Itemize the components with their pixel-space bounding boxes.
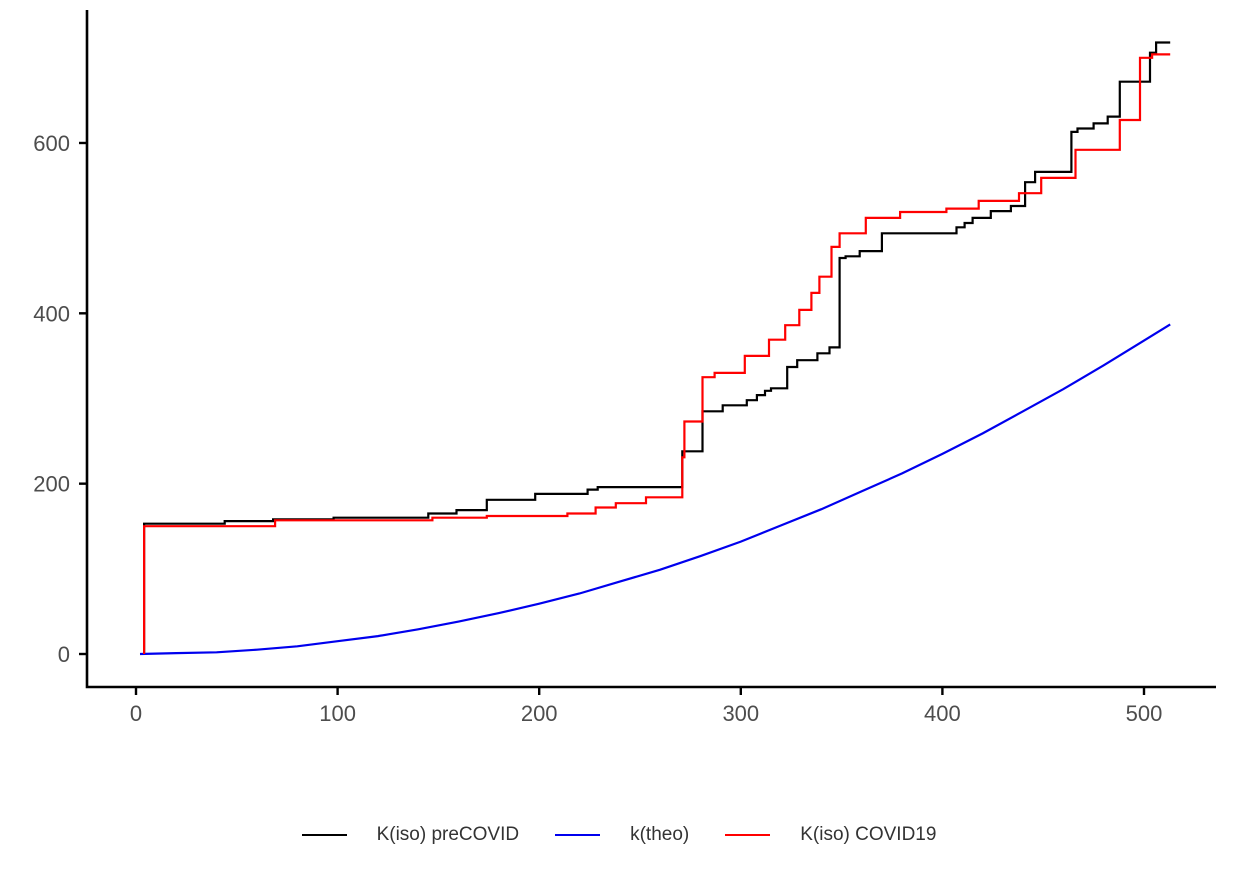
legend-item-COVID19: K(iso) COVID19	[725, 824, 936, 846]
series-k-iso-precovid	[143, 41, 1171, 654]
legend-label-theo: k(theo)	[630, 824, 690, 845]
x-tick-label: 100	[319, 701, 356, 726]
legend-item-theo: k(theo)	[555, 824, 689, 846]
y-tick-label: 600	[33, 131, 70, 156]
series-k-iso-covid19	[143, 53, 1171, 654]
legend-label-preCOVID: K(iso) preCOVID	[376, 824, 520, 845]
axes	[85, 10, 1216, 689]
chart-legend: K(iso) preCOVID k(theo) K(iso) COVID19	[0, 824, 1238, 846]
series-k-theo-	[139, 323, 1171, 656]
y-tick-label: 0	[58, 642, 70, 667]
y-tick-label: 400	[33, 301, 70, 326]
x-tick-label: 500	[1126, 701, 1163, 726]
legend-item-preCOVID: K(iso) preCOVID	[301, 824, 520, 846]
x-tick-label: 400	[924, 701, 961, 726]
x-tick-label: 200	[521, 701, 558, 726]
legend-label-COVID19: K(iso) COVID19	[800, 824, 937, 845]
x-tick-label: 300	[722, 701, 759, 726]
legend-line-blue-icon	[555, 834, 601, 836]
legend-line-black-icon	[301, 834, 347, 836]
legend-line-red-icon	[725, 834, 771, 836]
y-tick-label: 200	[33, 472, 70, 497]
x-tick-label: 0	[130, 701, 142, 726]
